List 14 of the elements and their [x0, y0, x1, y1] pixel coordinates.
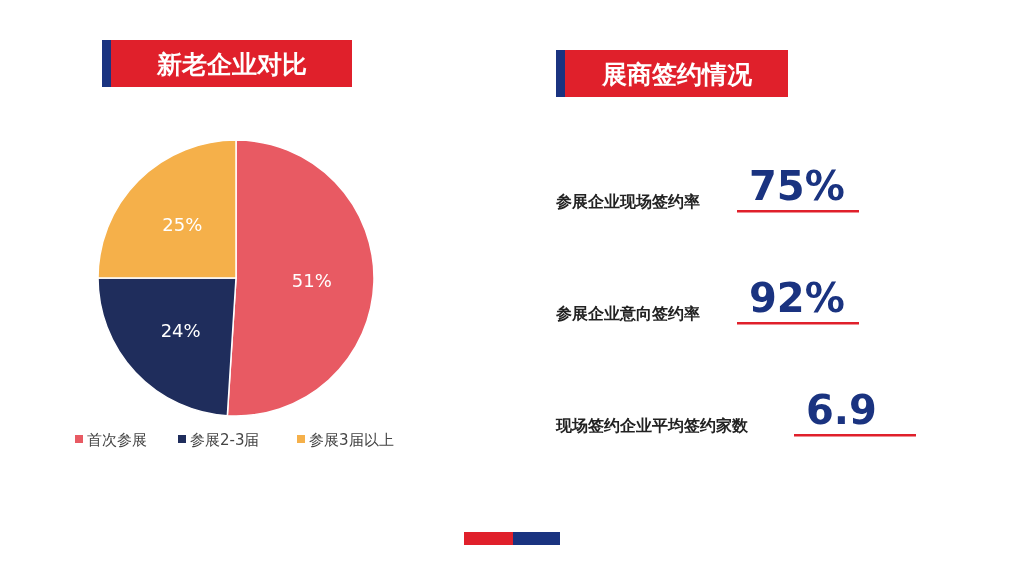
text: 现场签约企业平均签约家数 — [555, 416, 749, 435]
text: 6.9 — [806, 387, 877, 433]
data-label: 51% — [291, 270, 332, 292]
chart-title: 新老企业对比 — [155, 50, 307, 79]
text: 参展企业意向签约率 — [555, 304, 700, 323]
legend-label: 参展3届以上 — [309, 431, 394, 449]
text: 参展企业现场签约率 — [555, 192, 700, 211]
legend-label: 首次参展 — [87, 431, 147, 449]
data-label: 25% — [162, 214, 203, 236]
text: 75% — [749, 163, 845, 209]
data-label: 24% — [160, 319, 201, 341]
text: 展商签约情况 — [600, 60, 753, 89]
text: 92% — [749, 275, 845, 321]
legend-label: 参展2-3届 — [190, 431, 260, 449]
